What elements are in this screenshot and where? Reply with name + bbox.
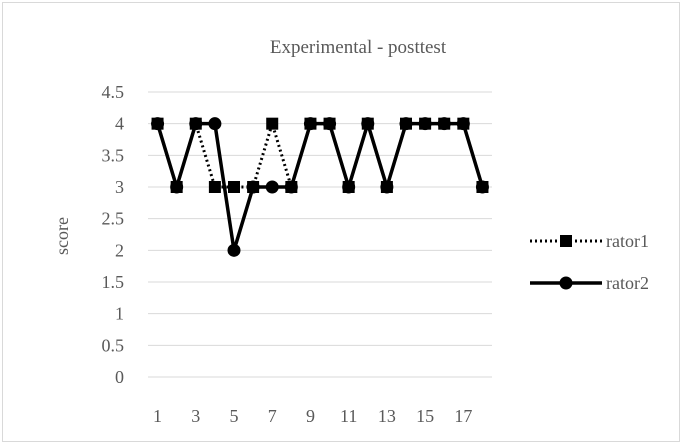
data-point-rator1 [228, 181, 240, 193]
line-chart: Experimental - posttest score 0 0.5 1 1.5 2 2… [52, 37, 649, 426]
data-point-rator2 [437, 117, 451, 131]
y-tick-label: 1.5 [102, 272, 125, 292]
y-tick-label: 0 [115, 367, 124, 387]
data-point-rator2 [475, 180, 489, 194]
y-tick-label: 3.5 [102, 145, 125, 165]
y-tick-label: 0.5 [102, 335, 125, 355]
legend: rator1 rator2 [530, 231, 649, 293]
data-point-rator2 [418, 117, 432, 131]
legend-marker-rator2 [559, 276, 573, 290]
x-tick-label: 3 [191, 406, 200, 426]
y-tick-labels: 0 0.5 1 1.5 2 2.5 3 3.5 4 4.5 [102, 82, 125, 387]
y-tick-label: 3 [115, 177, 124, 197]
x-tick-label: 17 [454, 406, 472, 426]
x-tick-label: 7 [268, 406, 277, 426]
data-point-rator2 [284, 180, 298, 194]
data-point-rator2 [246, 180, 260, 194]
y-tick-label: 2 [115, 240, 124, 260]
x-tick-label: 15 [416, 406, 434, 426]
data-point-rator2 [323, 117, 337, 131]
chart-title: Experimental - posttest [270, 37, 447, 58]
data-point-rator2 [208, 117, 222, 131]
x-tick-label: 11 [340, 406, 357, 426]
gridlines [148, 91, 492, 378]
data-point-rator2 [380, 180, 394, 194]
data-point-rator2 [227, 243, 241, 257]
data-point-rator1 [208, 181, 221, 193]
data-point-rator2 [151, 117, 165, 131]
x-tick-labels: 1 3 5 7 9 11 13 15 17 [153, 406, 472, 426]
y-axis-label: score [52, 217, 72, 255]
y-tick-label: 4 [115, 114, 124, 134]
x-tick-label: 1 [153, 406, 162, 426]
data-point-rator1 [266, 117, 279, 130]
x-tick-label: 13 [378, 406, 396, 426]
legend-label-rator1: rator1 [606, 231, 649, 251]
data-point-rator2 [456, 117, 470, 131]
x-tick-label: 5 [230, 406, 239, 426]
data-point-rator2 [189, 117, 203, 131]
x-tick-label: 9 [306, 406, 315, 426]
y-tick-label: 2.5 [102, 209, 125, 229]
series-markers [151, 117, 489, 257]
data-point-rator2 [170, 180, 184, 194]
data-point-rator2 [361, 117, 375, 131]
legend-marker-rator1 [560, 235, 572, 247]
data-point-rator2 [342, 180, 356, 194]
data-point-rator2 [265, 180, 279, 194]
legend-label-rator2: rator2 [606, 273, 649, 293]
data-point-rator2 [303, 117, 317, 131]
y-tick-label: 1 [115, 304, 124, 324]
chart-frame: Experimental - posttest score 0 0.5 1 1.5 2 2… [2, 2, 680, 442]
y-tick-label: 4.5 [102, 82, 125, 102]
data-point-rator2 [399, 117, 413, 131]
